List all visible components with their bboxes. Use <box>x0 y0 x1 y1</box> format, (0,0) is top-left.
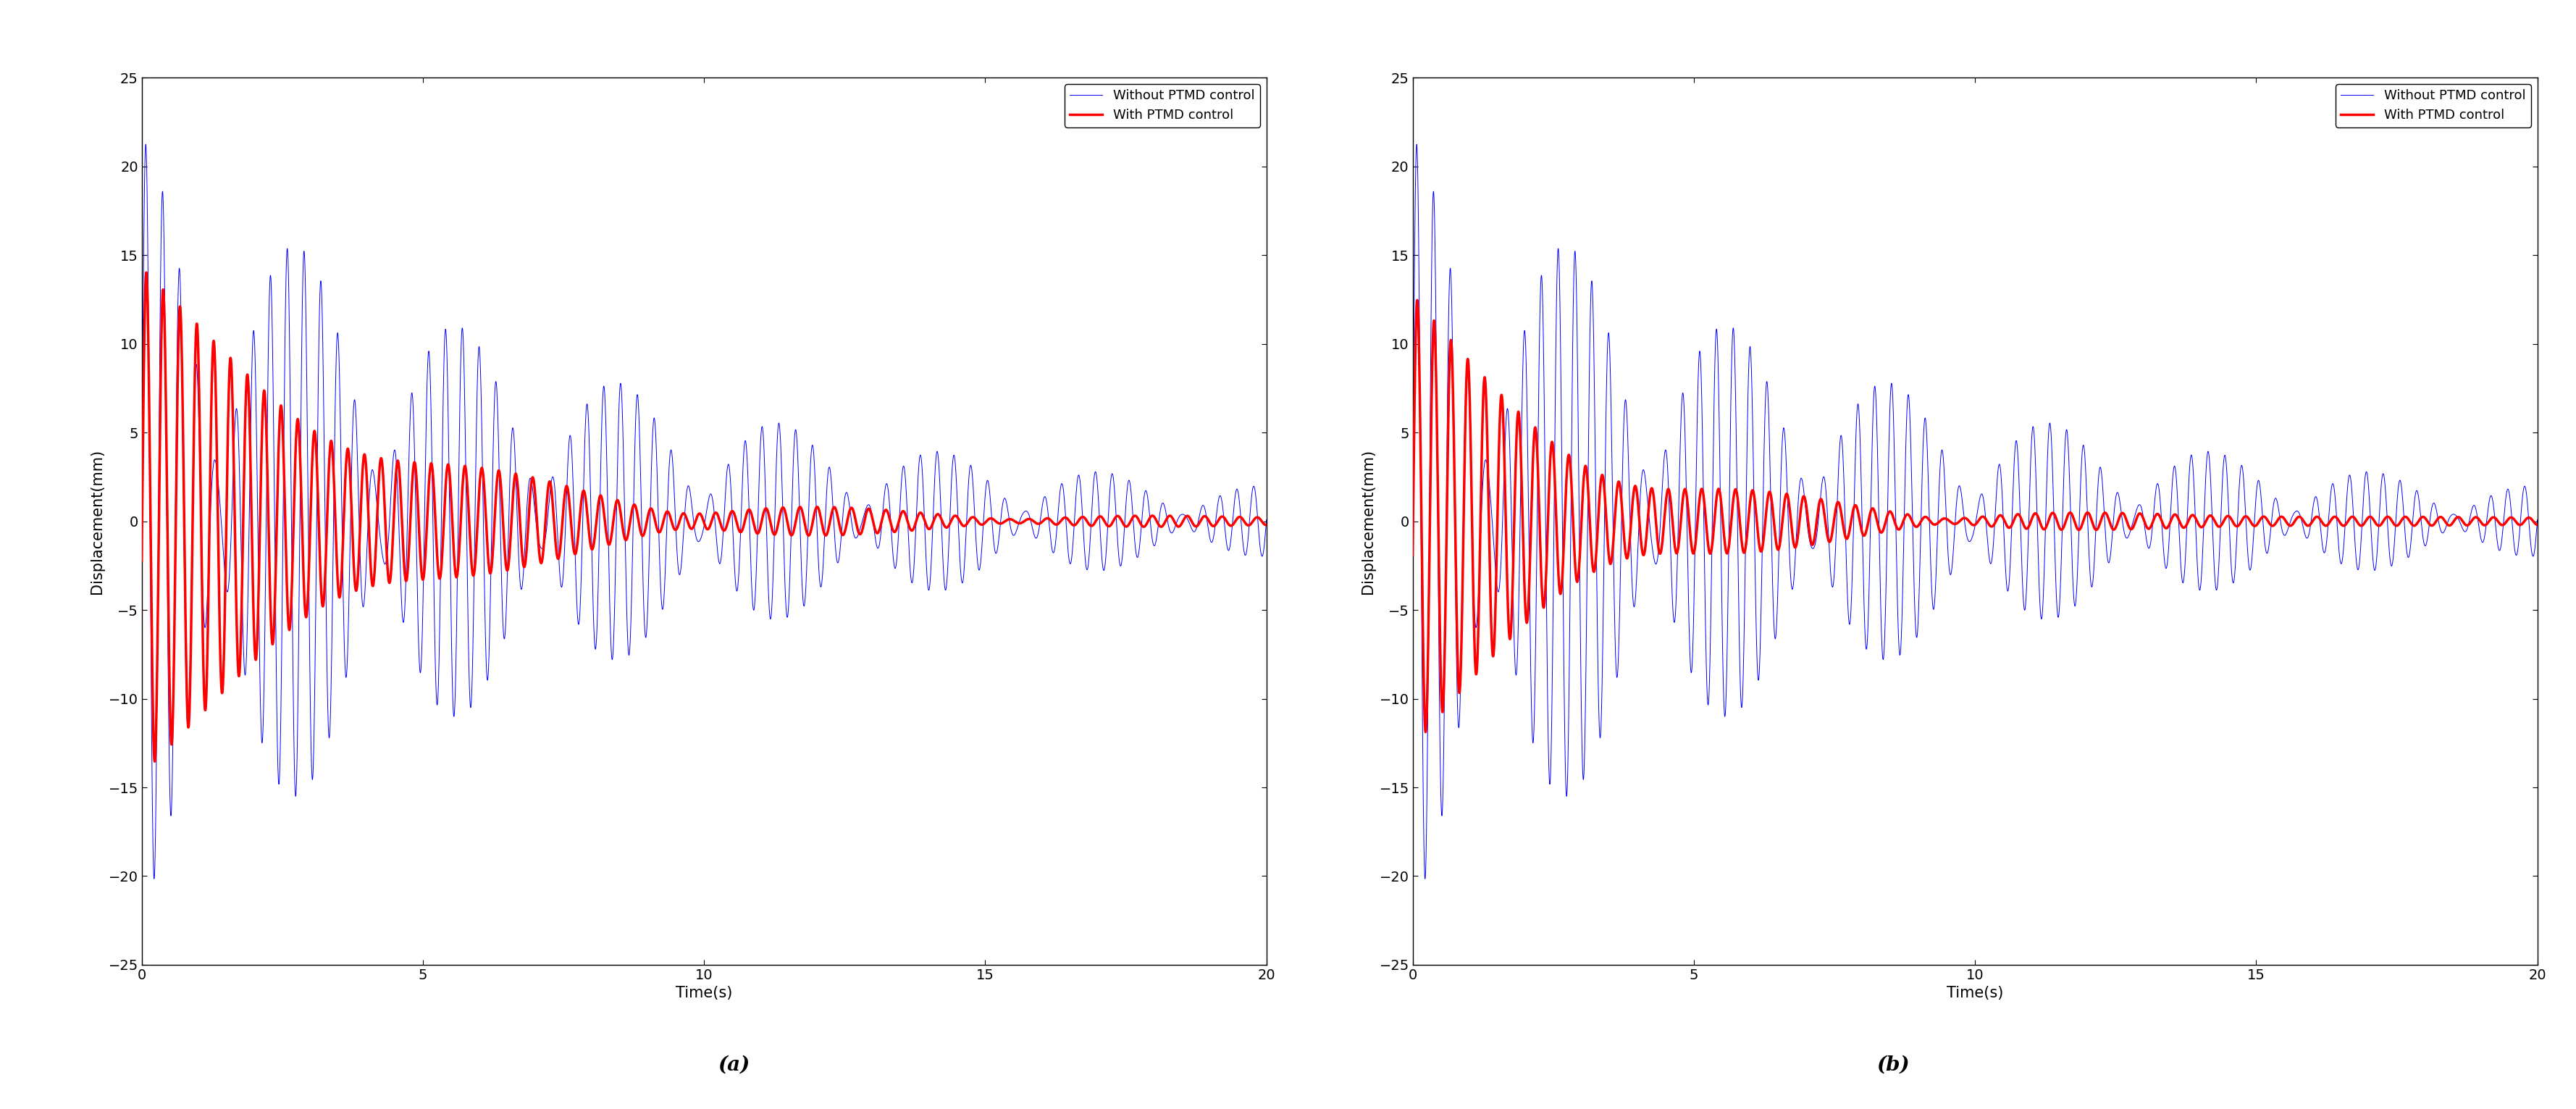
X-axis label: Time(s): Time(s) <box>675 986 732 1000</box>
With PTMD control <box>902 510 933 523</box>
With PTMD control <box>2053 506 2084 519</box>
With PTMD control <box>1618 492 1649 506</box>
Without PTMD control <box>1401 138 1432 151</box>
Line: Without PTMD control: Without PTMD control <box>1412 144 2537 878</box>
With PTMD control <box>2159 508 2190 521</box>
With PTMD control <box>126 553 157 567</box>
Without PTMD control <box>1618 592 1649 606</box>
With PTMD control <box>139 755 170 769</box>
With PTMD control <box>2174 513 2205 527</box>
Legend: Without PTMD control, With PTMD control: Without PTMD control, With PTMD control <box>2336 84 2530 128</box>
With PTMD control <box>1396 548 1427 561</box>
Y-axis label: Displacement(mm): Displacement(mm) <box>90 449 103 593</box>
Without PTMD control <box>889 460 920 474</box>
Line: With PTMD control: With PTMD control <box>142 273 1267 762</box>
With PTMD control <box>131 266 162 279</box>
Without PTMD control <box>1198 535 1229 548</box>
Without PTMD control <box>348 592 379 606</box>
Legend: Without PTMD control, With PTMD control: Without PTMD control, With PTMD control <box>1064 84 1260 128</box>
Y-axis label: Displacement(mm): Displacement(mm) <box>1360 449 1376 593</box>
Without PTMD control <box>2468 535 2499 548</box>
Without PTMD control <box>783 471 814 485</box>
X-axis label: Time(s): Time(s) <box>1947 986 2004 1000</box>
With PTMD control <box>1401 294 1432 307</box>
Without PTMD control <box>902 477 933 490</box>
Without PTMD control <box>2522 513 2553 527</box>
Text: (a): (a) <box>719 1055 750 1075</box>
Without PTMD control <box>1409 872 1440 885</box>
With PTMD control <box>2468 518 2499 531</box>
Without PTMD control <box>242 475 273 488</box>
Without PTMD control <box>1512 475 1543 488</box>
Without PTMD control <box>2159 460 2190 474</box>
Without PTMD control <box>2174 477 2205 490</box>
Without PTMD control <box>126 499 157 512</box>
With PTMD control <box>2522 518 2553 531</box>
With PTMD control <box>242 634 273 648</box>
Without PTMD control <box>1396 499 1427 512</box>
With PTMD control <box>348 475 379 488</box>
Without PTMD control <box>131 138 162 151</box>
Without PTMD control <box>139 872 170 885</box>
Without PTMD control <box>1252 513 1283 527</box>
Text: (b): (b) <box>1878 1055 1909 1075</box>
Line: With PTMD control: With PTMD control <box>1412 301 2537 732</box>
Line: Without PTMD control: Without PTMD control <box>142 144 1267 878</box>
With PTMD control <box>1252 518 1283 531</box>
With PTMD control <box>1409 725 1440 739</box>
Without PTMD control <box>2053 471 2084 485</box>
With PTMD control <box>1512 604 1543 618</box>
With PTMD control <box>1198 519 1229 532</box>
With PTMD control <box>889 505 920 518</box>
With PTMD control <box>783 502 814 516</box>
